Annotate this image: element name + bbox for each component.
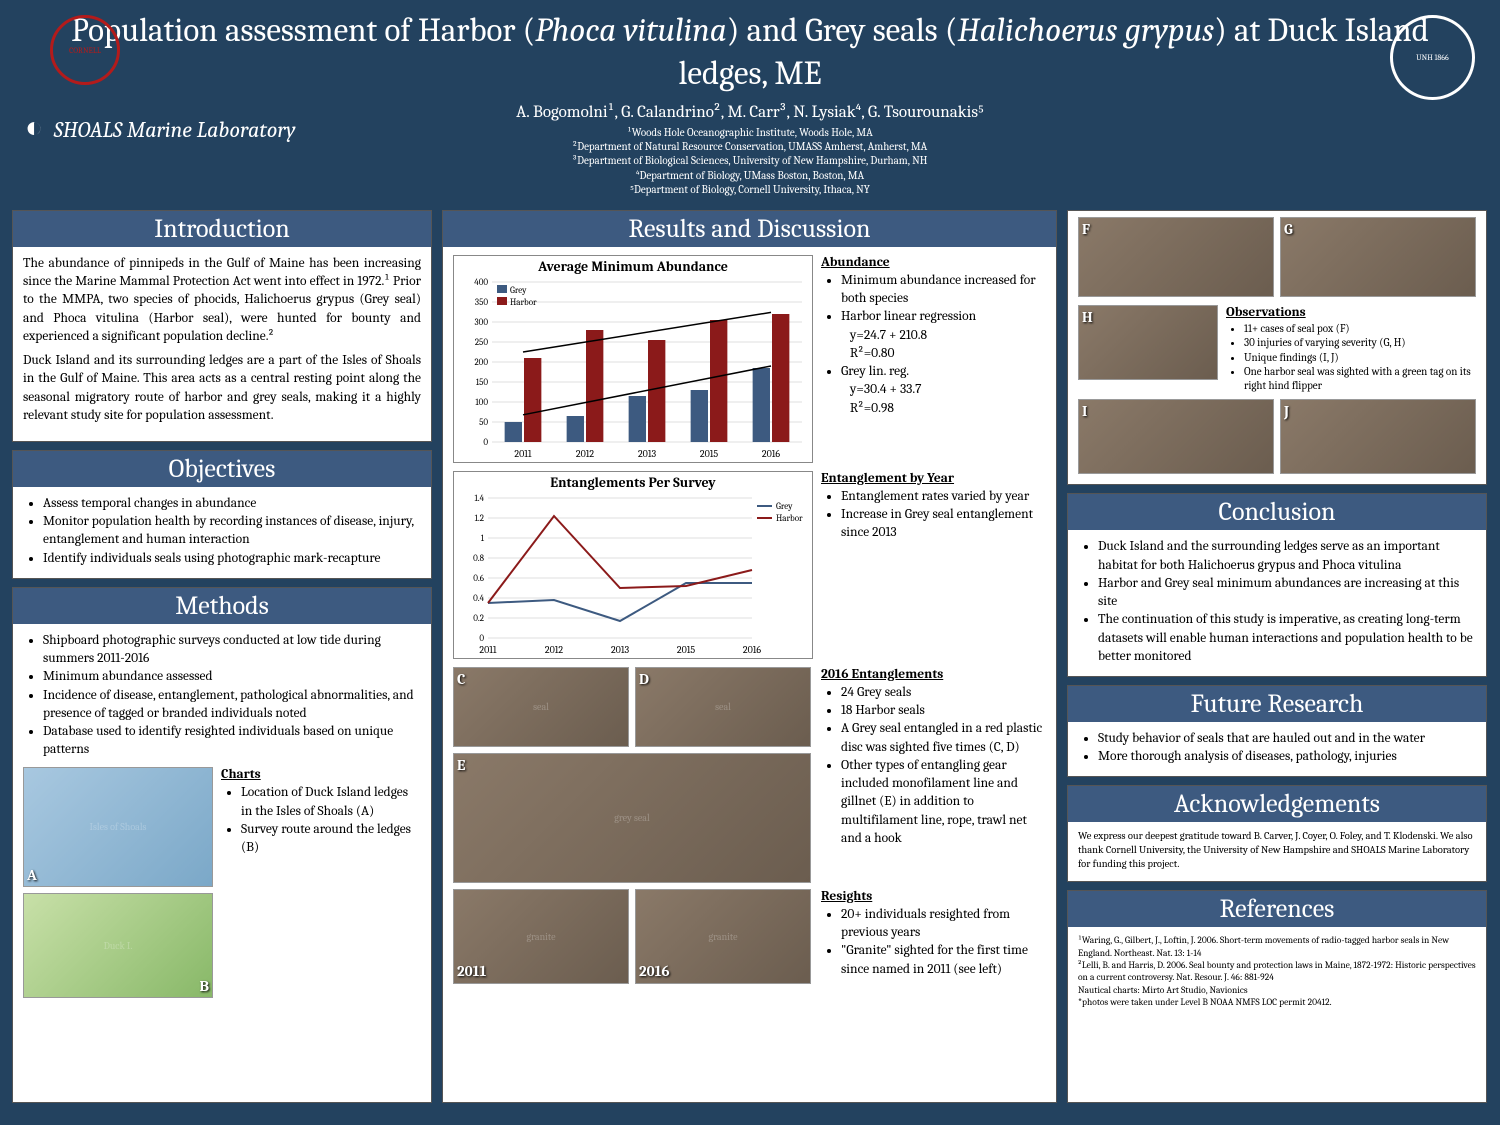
svg-text:2011: 2011: [479, 644, 497, 656]
svg-text:100: 100: [475, 398, 488, 408]
refs-text: ¹Waring, G., Gilbert, J., Loftin, J. 200…: [1078, 935, 1476, 1009]
svg-text:2016: 2016: [743, 644, 762, 656]
results-panel: Results and Discussion Average Minimum A…: [442, 210, 1057, 1103]
entangle-year-list: Entanglement rates varied by year Increa…: [821, 488, 1046, 543]
svg-text:0.4: 0.4: [473, 594, 485, 604]
resight-list: 20+ individuals resighted from previous …: [821, 906, 1046, 979]
objectives-title: Objectives: [13, 451, 431, 487]
svg-text:1.2: 1.2: [475, 514, 484, 524]
photo-e: Egrey seal: [453, 753, 811, 883]
svg-text:2015: 2015: [677, 644, 696, 656]
abundance-list: Minimum abundance increased for both spe…: [821, 272, 1046, 418]
results-title: Results and Discussion: [443, 211, 1056, 247]
objectives-panel: Objectives Assess temporal changes in ab…: [12, 450, 432, 579]
intro-title: Introduction: [13, 211, 431, 247]
svg-text:0: 0: [479, 634, 484, 644]
svg-text:250: 250: [475, 338, 489, 348]
svg-text:Grey: Grey: [510, 286, 527, 296]
abundance-heading: Abundance: [821, 255, 1046, 270]
ent2016-heading: 2016 Entanglements: [821, 667, 1046, 682]
intro-p1: The abundance of pinnipeds in the Gulf o…: [23, 255, 421, 346]
entanglement-chart: Entanglements Per Survey 00.20.40.60.811…: [453, 471, 813, 659]
photo-c: Cseal: [453, 667, 629, 747]
svg-text:Harbor: Harbor: [510, 298, 537, 308]
conclusion-list: Duck Island and the surrounding ledges s…: [1078, 538, 1476, 666]
objectives-list: Assess temporal changes in abundance Mon…: [23, 495, 421, 568]
ack-text: We express our deepest gratitude toward …: [1078, 830, 1476, 871]
svg-text:50: 50: [479, 418, 488, 428]
svg-text:2012: 2012: [545, 644, 564, 656]
map-b: BDuck I.: [23, 893, 213, 998]
svg-text:1.4: 1.4: [474, 494, 484, 504]
photo-2016: 2016granite: [635, 889, 811, 984]
poster-title: Population assessment of Harbor (Phoca v…: [30, 10, 1470, 96]
conclusion-panel: Conclusion Duck Island and the surroundi…: [1067, 493, 1487, 677]
methods-title: Methods: [13, 588, 431, 624]
intro-p2: Duck Island and its surrounding ledges a…: [23, 352, 421, 425]
refs-title: References: [1068, 891, 1486, 927]
ent2016-list: 24 Grey seals 18 Harbor seals A Grey sea…: [821, 684, 1046, 848]
unh-logo: UNH 1866: [1390, 15, 1475, 100]
svg-text:2015: 2015: [700, 448, 719, 460]
svg-text:Grey: Grey: [776, 502, 793, 512]
methods-list: Shipboard photographic surveys conducted…: [23, 632, 421, 760]
shoals-logo: ◐ SHOALS Marine Laboratory: [25, 110, 295, 145]
photo-j: J: [1280, 399, 1476, 474]
svg-text:350: 350: [475, 298, 488, 308]
svg-text:0.6: 0.6: [473, 574, 485, 584]
svg-text:Harbor: Harbor: [776, 514, 803, 524]
photo-i: I: [1078, 399, 1274, 474]
svg-text:0: 0: [483, 438, 488, 448]
svg-text:2013: 2013: [638, 448, 657, 460]
refs-panel: References ¹Waring, G., Gilbert, J., Lof…: [1067, 890, 1487, 1103]
obs-list: 11+ cases of seal pox (F) 30 injuries of…: [1226, 322, 1476, 393]
ack-title: Acknowledgements: [1068, 786, 1486, 822]
resight-heading: Resights: [821, 889, 1046, 904]
photo-g: G: [1280, 217, 1476, 297]
photo-2011: 2011granite: [453, 889, 629, 984]
svg-text:2012: 2012: [576, 448, 595, 460]
svg-text:0.2: 0.2: [473, 614, 484, 624]
svg-text:2011: 2011: [514, 448, 532, 460]
charts-list: Location of Duck Island ledges in the Is…: [221, 784, 421, 857]
photo-f: F: [1078, 217, 1274, 297]
entangle-year-heading: Entanglement by Year: [821, 471, 1046, 486]
photo-d: Dseal: [635, 667, 811, 747]
svg-text:1: 1: [481, 534, 485, 544]
map-a: AIsles of Shoals: [23, 767, 213, 887]
methods-panel: Methods Shipboard photographic surveys c…: [12, 587, 432, 1103]
photo-h: H: [1078, 305, 1218, 380]
introduction-panel: Introduction The abundance of pinnipeds …: [12, 210, 432, 442]
charts-heading: Charts: [221, 767, 421, 782]
future-title: Future Research: [1068, 686, 1486, 722]
svg-text:2016: 2016: [762, 448, 781, 460]
svg-text:0.8: 0.8: [473, 554, 485, 564]
ack-panel: Acknowledgements We express our deepest …: [1067, 785, 1487, 882]
svg-text:400: 400: [474, 278, 488, 288]
obs-heading: Observations: [1226, 305, 1476, 320]
svg-text:150: 150: [476, 378, 489, 388]
svg-text:200: 200: [474, 358, 488, 368]
svg-text:300: 300: [475, 318, 489, 328]
future-list: Study behavior of seals that are hauled …: [1078, 730, 1476, 766]
conclusion-title: Conclusion: [1068, 494, 1486, 530]
cornell-logo: CORNELL: [25, 15, 145, 85]
observations-panel: F G H Observations 11+ cases of seal pox…: [1067, 210, 1487, 485]
svg-text:2013: 2013: [611, 644, 630, 656]
poster-header: CORNELL UNH 1866 ◐ SHOALS Marine Laborat…: [0, 0, 1500, 210]
abundance-chart: Average Minimum Abundance 05010015020025…: [453, 255, 813, 463]
future-panel: Future Research Study behavior of seals …: [1067, 685, 1487, 777]
